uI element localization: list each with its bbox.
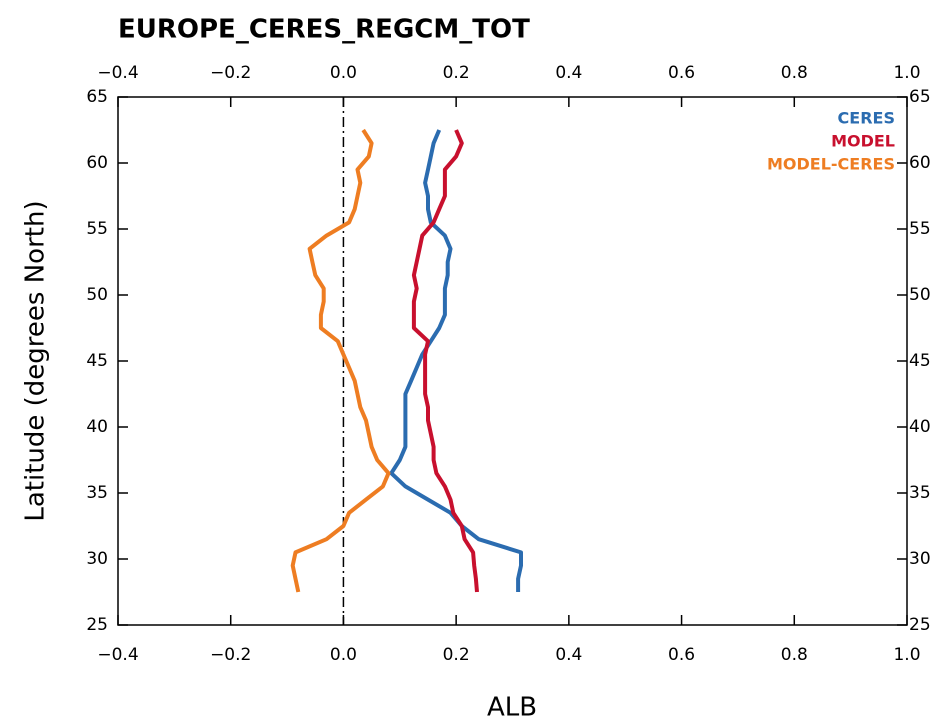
y-tick-label-right: 35 [909,483,931,503]
x-axis-label: ALB [487,693,537,723]
x-tick-label: 0.6 [668,645,695,665]
y-tick-label-right: 40 [909,417,931,437]
x-tick-label: 0.4 [555,645,582,665]
x-tick-label: 0.0 [330,645,357,665]
series-line [389,129,523,592]
y-tick-label-right: 55 [909,219,931,239]
x-tick-label-top: 0.8 [781,63,808,83]
y-tick-label-right: 65 [909,87,931,107]
y-tick-label-right: 45 [909,351,931,371]
x-tick-label-top: 0.2 [443,63,470,83]
y-tick-label: 40 [86,417,108,437]
y-tick-label: 45 [86,351,108,371]
y-axis-label: Latitude (degrees North) [21,200,51,521]
y-tick-label-right: 50 [909,285,931,305]
legend-entry: CERES [838,109,895,128]
y-tick-label: 25 [86,615,108,635]
x-tick-label: 0.8 [781,645,808,665]
y-tick-label: 65 [86,87,108,107]
y-tick-label-right: 60 [909,153,931,173]
x-tick-label-top: −0.2 [210,63,251,83]
x-tick-label-top: −0.4 [97,63,138,83]
series-line [290,128,391,593]
x-tick-label-top: 1.0 [893,63,920,83]
y-tick-label-right: 25 [909,615,931,635]
x-tick-label: 1.0 [893,645,920,665]
y-tick-label: 35 [86,483,108,503]
y-tick-label: 55 [86,219,108,239]
legend-entry: MODEL [831,132,895,151]
series-line [411,129,479,593]
legend-entry: MODEL-CERES [767,155,895,174]
y-tick-label: 30 [86,549,108,569]
y-tick-label: 50 [86,285,108,305]
x-tick-label: −0.4 [97,645,138,665]
chart-title: EUROPE_CERES_REGCM_TOT [118,15,530,45]
y-tick-label-right: 30 [909,549,931,569]
x-tick-label-top: 0.4 [555,63,582,83]
x-tick-label: −0.2 [210,645,251,665]
x-tick-label-top: 0.6 [668,63,695,83]
x-tick-label: 0.2 [443,645,470,665]
y-tick-label: 60 [86,153,108,173]
x-tick-label-top: 0.0 [330,63,357,83]
plot-frame [117,96,908,626]
